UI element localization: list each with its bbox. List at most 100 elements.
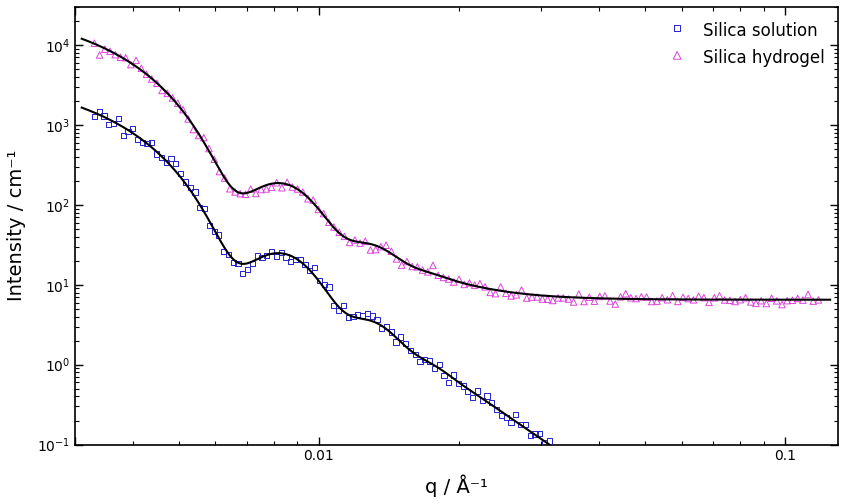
Silica hydrogel [514,286,528,294]
Silica hydrogel [463,279,476,287]
Silica solution [623,493,636,501]
Silica solution [441,379,455,387]
Silica hydrogel [613,293,626,301]
Silica hydrogel [571,290,585,298]
Silica hydrogel [556,294,570,302]
Silica hydrogel [327,223,340,231]
Silica hydrogel [187,125,200,134]
Silica hydrogel [338,232,351,240]
Silica solution [217,247,230,256]
Silica solution [269,252,283,260]
Silica hydrogel [238,190,252,198]
Silica solution [633,485,647,493]
Silica hydrogel [561,295,575,303]
Silica solution [436,371,450,380]
Silica solution [235,270,249,278]
Silica hydrogel [675,293,689,301]
Silica hydrogel [306,196,320,204]
Silica hydrogel [389,255,403,263]
Silica solution [479,392,493,400]
Silica solution [580,458,593,466]
Silica hydrogel [400,258,414,266]
Silica hydrogel [207,155,220,163]
Silica hydrogel [592,292,606,300]
Silica hydrogel [722,296,736,304]
Silica hydrogel [624,294,637,302]
Silica solution [490,405,503,413]
Silica solution [346,312,360,321]
Silica hydrogel [488,290,501,298]
Silica hydrogel [504,292,517,300]
Silica solution [427,364,441,372]
Silica solution [255,254,268,262]
Silica solution [183,183,197,192]
Silica solution [106,119,120,128]
Silica hydrogel [160,89,174,97]
Silica hydrogel [264,183,278,191]
Silica hydrogel [202,145,215,153]
Silica solution [494,411,507,419]
Silica solution [121,128,134,136]
Silica hydrogel [545,296,559,304]
Silica hydrogel [639,293,652,301]
Silica hydrogel [618,290,631,298]
Silica hydrogel [738,294,751,302]
Silica solution [518,420,532,428]
Silica hydrogel [769,297,782,305]
Silica hydrogel [410,263,424,271]
Silica solution [398,340,412,348]
Silica hydrogel [655,294,668,302]
Silica hydrogel [576,297,590,305]
Silica solution [375,325,388,333]
Silica hydrogel [660,296,674,304]
Silica solution [465,394,479,402]
Silica solution [279,253,292,261]
Silica hydrogel [478,283,491,291]
Silica hydrogel [170,99,184,107]
Silica solution [537,438,550,447]
Silica hydrogel [300,195,314,203]
Silica hydrogel [598,292,611,300]
Silica solution [484,398,498,406]
Silica hydrogel [665,292,679,300]
Silica hydrogel [785,296,798,304]
Silica hydrogel [629,294,642,302]
Silica hydrogel [535,295,549,303]
Silica hydrogel [363,246,376,254]
Silica hydrogel [114,53,127,61]
Silica solution [289,256,302,264]
Silica solution [135,138,149,146]
Silica hydrogel [124,60,138,69]
Silica hydrogel [379,241,392,249]
Silica hydrogel [233,190,246,198]
Silica hydrogel [332,228,345,236]
Silica solution [389,338,403,346]
Silica solution [499,413,512,421]
Silica hydrogel [420,268,434,276]
Silica hydrogel [213,167,226,175]
Silica solution [528,430,541,438]
Silica solution [264,247,278,256]
Y-axis label: Intensity / cm⁻¹: Intensity / cm⁻¹ [7,150,26,301]
Silica solution [418,355,431,363]
Silica hydrogel [353,239,366,247]
Silica solution [422,357,436,365]
Silica solution [365,312,378,320]
Silica solution [212,231,225,239]
Silica hydrogel [228,188,241,196]
Silica solution [221,250,235,258]
Silica hydrogel [457,280,470,288]
Silica solution [628,503,641,504]
Silica solution [475,397,489,405]
Silica solution [556,449,570,457]
Silica hydrogel [509,291,522,299]
Silica hydrogel [343,238,356,246]
Silica solution [164,154,177,162]
Silica hydrogel [550,294,564,302]
Silica hydrogel [322,218,335,226]
Silica solution [298,260,311,268]
Silica hydrogel [348,236,361,244]
Silica hydrogel [311,206,325,214]
Silica hydrogel [603,297,616,305]
Silica hydrogel [181,115,195,123]
